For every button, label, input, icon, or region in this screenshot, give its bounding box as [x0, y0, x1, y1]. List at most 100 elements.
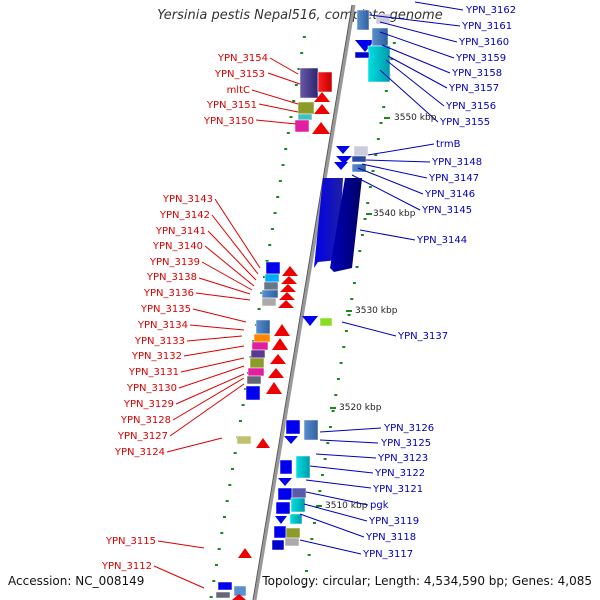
- gene-label[interactable]: pgk: [370, 500, 389, 511]
- gene-label[interactable]: YPN_3117: [362, 549, 413, 560]
- track-dot: [300, 52, 304, 54]
- track-dot: [209, 596, 213, 598]
- gene-label[interactable]: YPN_3160: [458, 37, 509, 48]
- gene-label[interactable]: trmB: [436, 139, 461, 150]
- gene-label[interactable]: YPN_3139: [149, 257, 200, 268]
- gene-label[interactable]: YPN_3143: [162, 194, 213, 205]
- gene-arrow: [336, 146, 350, 154]
- gene-label[interactable]: YPN_3121: [372, 484, 423, 495]
- gene-label[interactable]: YPN_3148: [431, 157, 482, 168]
- track-dot: [328, 426, 332, 428]
- gene-label[interactable]: YPN_3118: [365, 532, 416, 543]
- gene-label[interactable]: YPN_3138: [146, 272, 197, 283]
- track-dot: [307, 554, 311, 556]
- gene-label[interactable]: YPN_3155: [439, 117, 490, 128]
- leader-line: [251, 89, 299, 105]
- tick-label: 3510 kbp: [325, 501, 368, 511]
- gene-label[interactable]: YPN_3129: [123, 399, 174, 410]
- leader-line: [299, 539, 362, 555]
- gene-block: [263, 281, 279, 291]
- leader-line: [180, 357, 245, 373]
- track-dot: [220, 532, 224, 534]
- gene-arrow: [314, 104, 330, 114]
- gene-label[interactable]: YPN_3119: [368, 516, 419, 527]
- track-dot: [336, 378, 340, 380]
- gene-arrow: [284, 436, 298, 444]
- gene-label[interactable]: YPN_3123: [377, 453, 428, 464]
- gene-label[interactable]: YPN_3157: [448, 83, 499, 94]
- gene-arrow: [278, 478, 292, 486]
- gene-label[interactable]: YPN_3130: [126, 383, 177, 394]
- gene-label[interactable]: YPN_3150: [203, 116, 254, 127]
- gene-label[interactable]: YPN_3153: [214, 69, 265, 80]
- gene-label[interactable]: YPN_3162: [465, 5, 516, 16]
- track-dot: [334, 394, 338, 396]
- gene-label[interactable]: YPN_3133: [134, 336, 185, 347]
- leader-line: [361, 163, 428, 179]
- gene-label[interactable]: YPN_3159: [455, 53, 506, 64]
- gene-label[interactable]: YPN_3131: [128, 367, 179, 378]
- leader-line: [369, 14, 461, 27]
- gene-arrow: [302, 316, 318, 326]
- track-dot: [270, 228, 274, 230]
- gene-label[interactable]: YPN_3132: [131, 351, 182, 362]
- leader-line: [255, 119, 297, 125]
- gene-label[interactable]: YPN_3161: [461, 21, 512, 32]
- gene-label[interactable]: YPN_3125: [380, 438, 431, 449]
- track-dot: [286, 132, 290, 134]
- track-dot: [265, 260, 269, 262]
- gene-label[interactable]: YPN_3136: [143, 288, 194, 299]
- gene-label[interactable]: YPN_3158: [451, 68, 502, 79]
- gene-label[interactable]: YPN_3142: [159, 210, 210, 221]
- tick-mark: [346, 310, 352, 312]
- track-dot: [355, 266, 359, 268]
- gene-block: [371, 27, 389, 47]
- gene-label[interactable]: YPN_3147: [428, 173, 479, 184]
- leader-line: [315, 453, 377, 459]
- genome-backbone-shadow: [252, 4, 353, 600]
- track-dot: [268, 244, 272, 246]
- genome-backbone: [253, 4, 356, 600]
- track-dot: [297, 68, 301, 70]
- gene-label[interactable]: YPN_3127: [117, 431, 168, 442]
- track-dot: [318, 490, 322, 492]
- gene-label[interactable]: YPN_3115: [105, 536, 156, 547]
- gene-arrow: [312, 122, 330, 134]
- gene-label[interactable]: YPN_3146: [424, 189, 475, 200]
- gene-label[interactable]: YPN_3134: [137, 320, 188, 331]
- gene-block: [255, 319, 271, 335]
- gene-label[interactable]: YPN_3135: [140, 304, 191, 315]
- track-dot: [238, 420, 242, 422]
- gene-label[interactable]: YPN_3128: [120, 415, 171, 426]
- gene-label[interactable]: YPN_3112: [101, 561, 152, 572]
- gene-label[interactable]: YPN_3154: [217, 53, 268, 64]
- tick-label: 3540 kbp: [373, 209, 416, 219]
- gene-label[interactable]: YPN_3151: [206, 100, 257, 111]
- track-dot: [350, 298, 354, 300]
- leader-line: [359, 229, 416, 241]
- gene-arrow: [281, 276, 297, 284]
- gene-label[interactable]: YPN_3126: [383, 423, 434, 434]
- gene-block: [375, 13, 391, 25]
- track-dot: [382, 106, 386, 108]
- gene-label[interactable]: YPN_3124: [114, 447, 165, 458]
- leader-line: [305, 491, 369, 506]
- gene-block: [289, 513, 303, 525]
- gene-label[interactable]: YPN_3137: [397, 331, 448, 342]
- gene-label[interactable]: YPN_3156: [445, 101, 496, 112]
- gene-label[interactable]: YPN_3141: [155, 226, 206, 237]
- gene-block: [251, 341, 269, 351]
- gene-label[interactable]: YPN_3145: [421, 205, 472, 216]
- gene-label[interactable]: YPN_3122: [374, 468, 425, 479]
- gene-label[interactable]: mltC: [227, 85, 250, 96]
- leader-line: [189, 324, 245, 331]
- gene-arrow: [268, 368, 284, 378]
- track-dot: [217, 548, 221, 550]
- gene-label[interactable]: YPN_3144: [416, 235, 467, 246]
- leader-line: [269, 57, 299, 75]
- track-dot: [257, 308, 261, 310]
- leader-line: [365, 159, 431, 163]
- gene-label[interactable]: YPN_3140: [152, 241, 203, 252]
- gene-block: [247, 367, 265, 377]
- gene-block: [271, 539, 285, 551]
